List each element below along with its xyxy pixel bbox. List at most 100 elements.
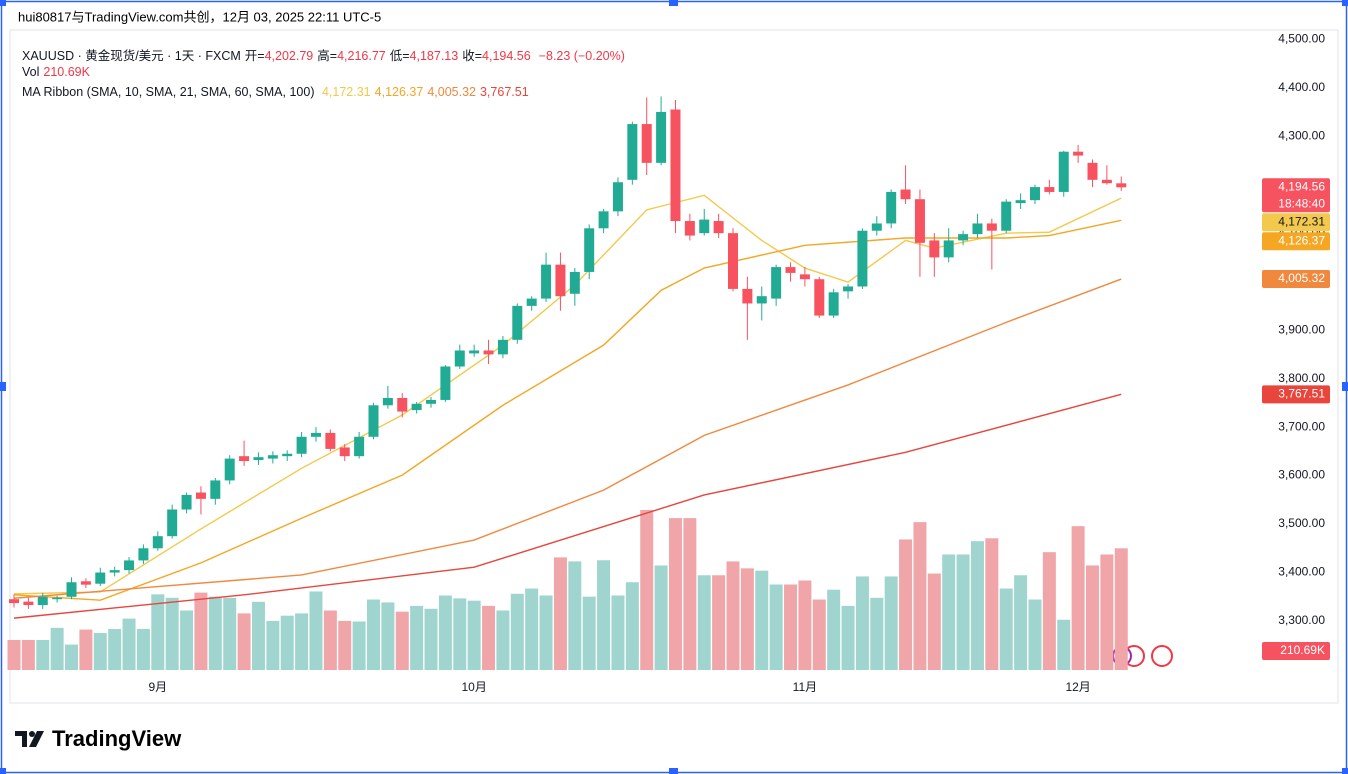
header: hui80817与TradingView.com共创，12月 03, 2025 … (18, 9, 381, 24)
volume-bar (726, 561, 740, 670)
volume-bar (395, 611, 409, 670)
volume-bar (712, 575, 726, 670)
ma-value: 4,126.37 (374, 85, 424, 99)
volume-bar (568, 561, 582, 670)
candle-body (713, 221, 724, 234)
field-value: 4,202.79 (264, 49, 314, 63)
candle-body (152, 536, 163, 549)
volume-bar (482, 605, 496, 670)
x-tick-label: 10月 (461, 680, 486, 694)
volume-bar (424, 608, 438, 670)
volume-bar (266, 620, 280, 670)
volume-bar (956, 554, 970, 670)
volume-key: Vol (22, 65, 40, 79)
volume-bar (194, 592, 208, 670)
candle-body (296, 436, 307, 454)
volume-bar (870, 597, 884, 670)
candle-body (239, 456, 250, 462)
candle-body (1044, 187, 1055, 192)
candle-body (382, 398, 393, 406)
candle-body (1073, 151, 1084, 156)
ma-badge-label: 4,126.37 (1278, 233, 1325, 247)
volume-bar (381, 602, 395, 670)
candle-body (109, 570, 120, 573)
candle-body (66, 582, 77, 597)
candle-body (914, 199, 925, 243)
volume-bar (942, 554, 956, 670)
volume-bar (884, 576, 898, 670)
volume-value: 210.69K (43, 65, 90, 79)
candle-body (325, 432, 336, 449)
volume-bar (21, 639, 35, 670)
candle-body (526, 298, 537, 306)
field-key: 低= (389, 49, 410, 63)
candle-body (684, 221, 695, 236)
candle-body (310, 432, 321, 437)
volume-bar (798, 580, 812, 670)
y-tick-label: 4,400.00 (1278, 80, 1325, 94)
volume-bar (208, 596, 222, 670)
field-key: 收= (462, 49, 483, 63)
candle-body (354, 436, 365, 457)
ma-line (13, 194, 1122, 595)
volume-bar (510, 593, 524, 670)
volume-bar (985, 538, 999, 670)
volume-bar (438, 595, 452, 670)
volume-bar (151, 594, 165, 670)
candle-body (598, 211, 609, 229)
y-tick-label: 4,300.00 (1278, 128, 1325, 142)
candle-body (138, 548, 149, 561)
volume-legend: Vol 210.69K (22, 65, 94, 79)
volume-bar (1014, 575, 1028, 670)
y-tick-label: 3,300.00 (1278, 613, 1325, 627)
x-tick-label: 9月 (148, 680, 167, 694)
candle-body (1001, 201, 1012, 231)
pane-border (9, 29, 1339, 704)
candle-body (95, 572, 106, 584)
volume-bar (640, 510, 654, 670)
volume-bar (295, 613, 309, 670)
candle-body (512, 305, 523, 340)
volume-bar (237, 613, 251, 670)
candle-body (411, 403, 422, 411)
volume-bar (410, 605, 424, 670)
candle-body (612, 182, 623, 212)
ma-line (13, 393, 1122, 619)
candle-body (440, 366, 451, 400)
candle-body (871, 223, 882, 231)
volume-bar (1086, 565, 1099, 670)
candle-body (1087, 162, 1098, 180)
candle-body (167, 509, 178, 537)
volume-bar (1042, 552, 1056, 670)
volume-bar (180, 610, 194, 670)
candle-body (368, 405, 379, 437)
volume-bar (525, 588, 539, 670)
volume-bar (899, 539, 913, 670)
volume-bar (136, 628, 150, 670)
volume-bar (1057, 619, 1071, 670)
y-tick-label: 3,900.00 (1278, 322, 1325, 336)
volume-bar (841, 605, 855, 670)
ohlc-fields: 开=4,202.79 高=4,216.77 低=4,187.13 收=4,194.56 (245, 49, 535, 63)
candle-body (670, 109, 681, 222)
volume-bar (812, 599, 826, 670)
ma-key: MA Ribbon (SMA, 10, SMA, 21, SMA, 60, SM… (22, 85, 315, 99)
candle-body (943, 240, 954, 258)
y-tick-label: 3,800.00 (1278, 371, 1325, 385)
volume-bar (683, 518, 697, 670)
y-tick-label: 4,500.00 (1278, 31, 1325, 45)
legend-row: XAUUSD · 黄金现货/美元 · 1天 · FXCM 开=4,202.79 高=… (22, 45, 629, 64)
candle-body (986, 223, 997, 231)
candle-body (181, 494, 192, 510)
volume-bar (855, 576, 869, 670)
ma-badge (1262, 270, 1330, 289)
volume-bar (1071, 526, 1085, 670)
volume-badge (1262, 642, 1330, 660)
volume-bar (597, 560, 611, 670)
candle-body (497, 339, 508, 355)
candle-body (641, 124, 652, 163)
candle-body (282, 453, 293, 457)
volume-bar (1100, 554, 1114, 670)
